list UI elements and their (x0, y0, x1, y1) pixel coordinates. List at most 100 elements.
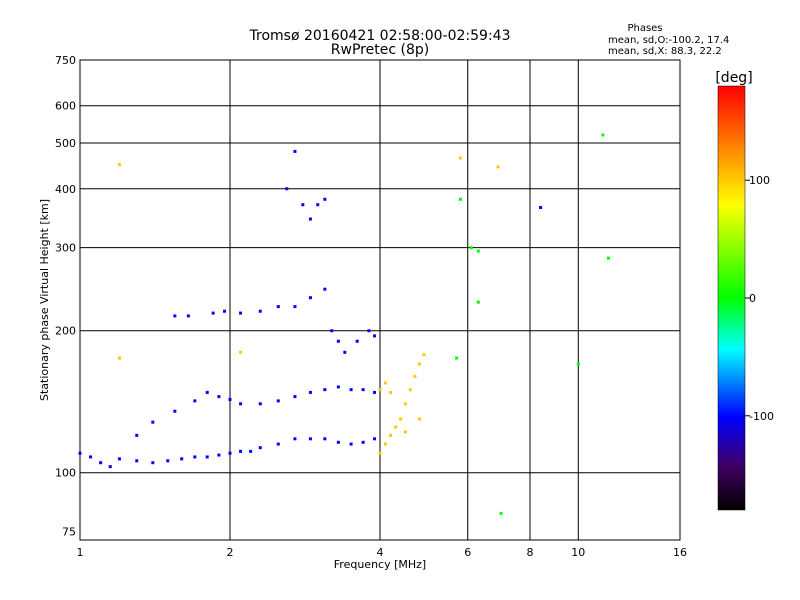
data-point (186, 314, 190, 318)
x-tick-label: 10 (571, 546, 585, 559)
data-point (316, 203, 320, 207)
data-point (308, 296, 312, 300)
data-point (361, 440, 365, 444)
data-point (389, 433, 393, 437)
y-tick-label: 200 (55, 325, 76, 338)
data-point (476, 300, 480, 304)
data-point (539, 206, 543, 210)
grid-lines (80, 60, 680, 540)
data-point (249, 449, 253, 453)
data-point (228, 397, 232, 401)
data-point (301, 203, 305, 207)
data-point (308, 437, 312, 441)
x-tick-label: 1 (77, 546, 84, 559)
data-point (499, 511, 503, 515)
data-point (378, 451, 382, 455)
data-point (367, 329, 371, 333)
data-point (476, 249, 480, 253)
data-point (151, 461, 155, 465)
data-point (323, 287, 327, 291)
data-point (228, 451, 232, 455)
y-tick-label: 500 (55, 137, 76, 150)
data-point (205, 390, 209, 394)
data-point (355, 339, 359, 343)
data-point (293, 437, 297, 441)
y-tick-label: 300 (55, 242, 76, 255)
y-tick-label: 600 (55, 100, 76, 113)
chart-title: Tromsø 20160421 02:58:00-02:59:43 (249, 28, 511, 44)
data-point (117, 356, 121, 360)
data-point (239, 402, 243, 406)
data-point (422, 353, 426, 357)
data-point (108, 465, 112, 469)
data-point (151, 420, 155, 424)
data-point (258, 402, 262, 406)
y-tick-labels: 75 100 200 300 400 500 600 750 (55, 54, 76, 539)
x-tick-label: 16 (673, 546, 687, 559)
data-point (417, 362, 421, 366)
colorbar-ticks: 100 0 -100 (745, 174, 774, 423)
x-axis-label: Frequency [MHz] (334, 558, 426, 571)
data-point (383, 381, 387, 385)
data-point (394, 425, 398, 429)
data-point (211, 311, 215, 315)
data-point (166, 459, 170, 463)
data-point (239, 350, 243, 354)
x-tick-label: 6 (464, 546, 471, 559)
data-point (180, 457, 184, 461)
data-point (330, 329, 334, 333)
data-point (378, 388, 382, 392)
x-tick-label: 8 (527, 546, 534, 559)
data-point (607, 256, 611, 260)
data-point (323, 437, 327, 441)
data-point (336, 440, 340, 444)
data-point (293, 149, 297, 153)
data-point (383, 442, 387, 446)
data-point (389, 390, 393, 394)
data-point (135, 459, 139, 463)
data-point (293, 395, 297, 399)
y-tick-label: 100 (55, 467, 76, 480)
x-tick-labels: 1 2 4 6 8 10 16 (77, 546, 688, 559)
y-tick-label: 75 (62, 526, 76, 539)
data-point (308, 217, 312, 221)
data-point (469, 246, 473, 250)
data-point (223, 309, 227, 313)
y-axis-label: Stationary phase Virtual Height [km] (38, 199, 51, 401)
data-point (239, 311, 243, 315)
data-point (458, 197, 462, 201)
data-point (193, 455, 197, 459)
data-point (336, 385, 340, 389)
chart-subtitle: RwPretec (8p) (331, 42, 429, 58)
data-point (205, 455, 209, 459)
data-point (78, 451, 82, 455)
data-point (496, 165, 500, 169)
data-point (323, 388, 327, 392)
data-point (217, 395, 221, 399)
data-point (308, 390, 312, 394)
data-point (173, 314, 177, 318)
colorbar-tick-label: 100 (749, 174, 770, 187)
data-point (193, 399, 197, 403)
data-point (239, 449, 243, 453)
data-point (408, 388, 412, 392)
data-point (99, 461, 103, 465)
y-tick-label: 750 (55, 54, 76, 67)
data-point (173, 409, 177, 413)
data-point (373, 437, 377, 441)
data-point (458, 156, 462, 160)
data-point (576, 362, 580, 366)
data-point (135, 433, 139, 437)
data-point (373, 334, 377, 338)
data-point (258, 309, 262, 313)
phases-line-x: mean, sd,X: 88.3, 22.2 (608, 46, 722, 57)
data-point (455, 356, 459, 360)
colorbar-label: [deg] (715, 70, 752, 86)
colorbar-tick-label: 0 (749, 292, 756, 305)
data-point (117, 163, 121, 167)
x-tick-label: 2 (227, 546, 234, 559)
data-point (285, 187, 289, 191)
data-point (361, 388, 365, 392)
data-point (403, 402, 407, 406)
